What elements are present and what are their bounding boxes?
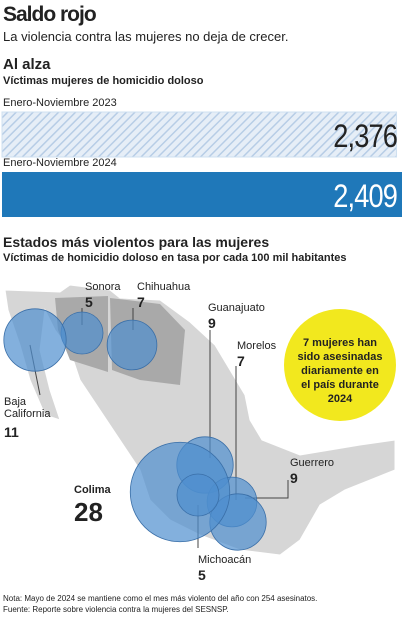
bubble [60, 311, 104, 355]
note: Nota: Mayo de 2024 se mantiene como el m… [3, 594, 318, 603]
callout-circle [284, 309, 396, 421]
bubble [176, 473, 220, 517]
bar [1, 111, 398, 158]
section-title: Al alza [3, 56, 51, 73]
value-label: 2,409 [333, 178, 398, 214]
bar [2, 172, 402, 217]
callout-text: 7 mujeres han sido asesinadas diariament… [297, 337, 383, 405]
state-name: Morelos [237, 340, 277, 352]
section-title: Estados más violentos para las mujeres [3, 234, 270, 250]
state-name: Guanajuato [208, 302, 265, 314]
source: Fuente: Reporte sobre violencia contra l… [3, 605, 229, 614]
bar-label: Enero-Noviembre 2023 [3, 97, 117, 109]
state-value: 9 [208, 315, 216, 331]
bubble [3, 308, 67, 372]
state-value: 5 [198, 567, 206, 583]
bubble [106, 319, 158, 371]
value-label: 2,376 [333, 118, 398, 154]
state-name: Colima [74, 484, 111, 496]
state-value: 9 [290, 470, 298, 486]
state-name: Chihuahua [137, 281, 191, 293]
state-name: Michoacán [198, 554, 252, 566]
section-subtitle: Víctimas mujeres de homicidio doloso [3, 75, 204, 87]
subtitle: La violencia contra las mujeres no deja … [3, 29, 289, 44]
title: Saldo rojo [3, 3, 97, 26]
state-name: Guerrero [290, 457, 335, 469]
state-name: Sonora [85, 281, 121, 293]
section-subtitle: Víctimas de homicidio doloso en tasa por… [3, 252, 347, 264]
state-value: 5 [85, 294, 93, 310]
state-value: 11 [4, 424, 19, 440]
state-value: 7 [137, 294, 145, 310]
state-value: 7 [237, 353, 245, 369]
bar-label: Enero-Noviembre 2024 [3, 157, 117, 169]
state-value: 28 [74, 497, 103, 527]
state-name: Baja California [4, 396, 51, 420]
